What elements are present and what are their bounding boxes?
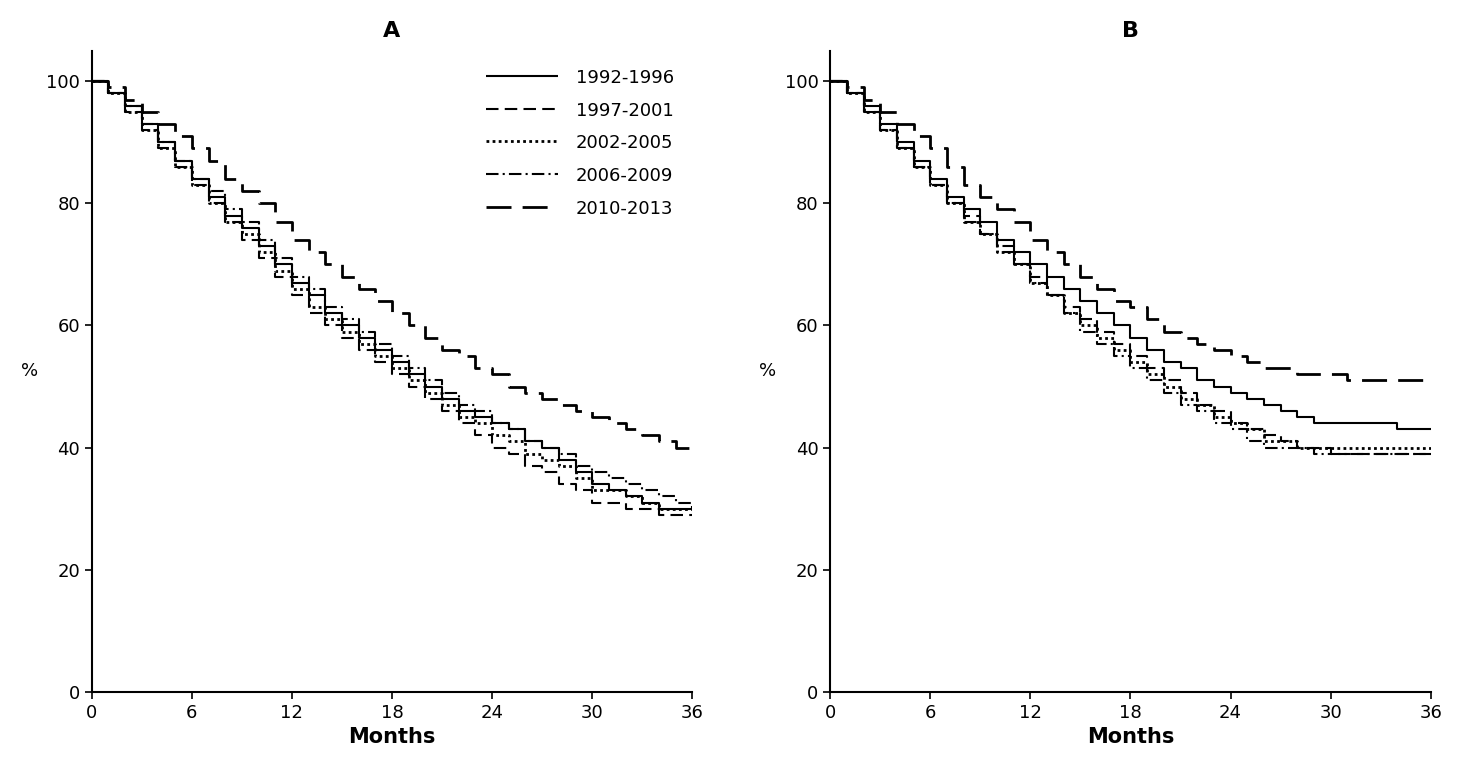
- X-axis label: Months: Months: [1087, 727, 1175, 747]
- Y-axis label: %: %: [759, 362, 777, 380]
- Y-axis label: %: %: [20, 362, 38, 380]
- Title: B: B: [1122, 21, 1140, 41]
- X-axis label: Months: Months: [348, 727, 436, 747]
- Legend: 1992-1996, 1997-2001, 2002-2005, 2006-2009, 2010-2013: 1992-1996, 1997-2001, 2002-2005, 2006-20…: [477, 60, 683, 227]
- Title: A: A: [383, 21, 401, 41]
